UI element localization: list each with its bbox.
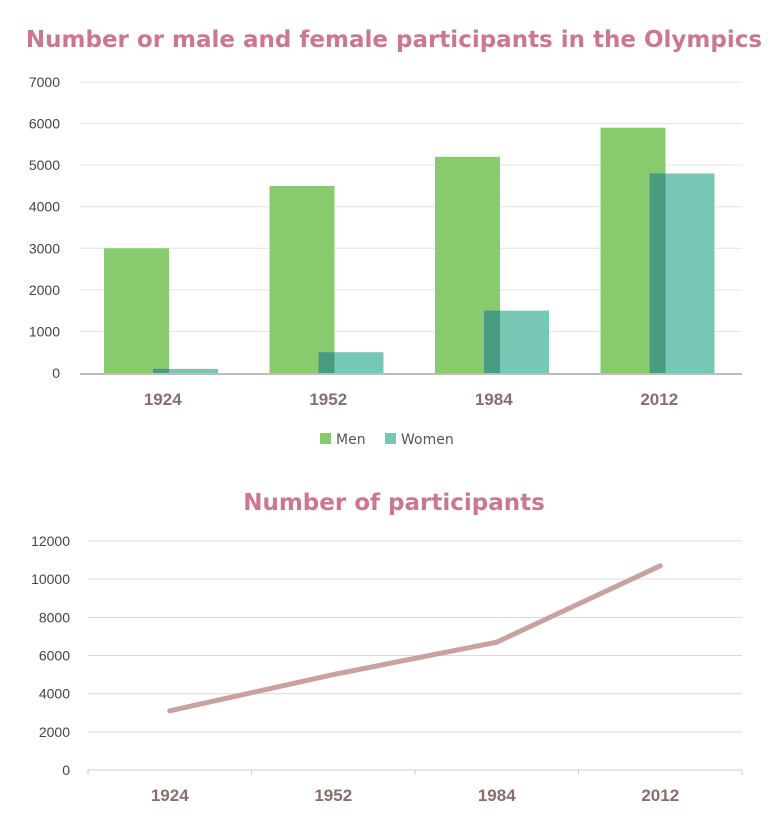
x-tick-label: 2012: [640, 390, 678, 409]
legend-label-women: Women: [401, 432, 454, 448]
legend-swatch-men: [320, 433, 331, 444]
y-tick-label: 12000: [31, 533, 70, 549]
y-tick-label: 2000: [29, 282, 60, 298]
x-tick-label: 2012: [641, 786, 679, 805]
bar-overlap: [649, 173, 666, 373]
y-tick-label: 8000: [39, 609, 70, 625]
y-tick-label: 4000: [29, 199, 60, 215]
y-tick-label: 2000: [39, 724, 70, 740]
bar-overlap: [318, 352, 335, 373]
bar-chart-x-axis: 1924 1952 1984 2012: [144, 390, 678, 409]
line-chart: Number of participants 0 2000 4000 6000 8000…: [31, 490, 743, 805]
bar-chart-title: Number or male and female participants i…: [26, 27, 762, 53]
bar-chart-y-axis: 0 1000 2000 3000 4000 5000 6000 7000: [29, 74, 60, 381]
line-chart-title: Number of participants: [243, 490, 545, 516]
legend-label-men: Men: [336, 432, 366, 448]
bar-chart: Number or male and female participants i…: [26, 27, 762, 448]
y-tick-label: 4000: [39, 686, 70, 702]
x-tick-label: 1952: [309, 390, 347, 409]
y-tick-label: 6000: [29, 116, 60, 132]
x-tick-label: 1984: [475, 390, 513, 409]
y-tick-label: 7000: [29, 74, 60, 90]
line-chart-gridlines: [88, 540, 742, 733]
series-line-participants: [167, 563, 663, 714]
y-tick-label: 5000: [29, 157, 60, 173]
bar-chart-gridlines: [80, 81, 742, 332]
y-tick-label: 0: [62, 762, 70, 778]
line-chart-y-axis: 0 2000 4000 6000 8000 10000 12000: [31, 533, 70, 778]
bar-overlap: [484, 310, 500, 373]
y-tick-label: 1000: [29, 323, 60, 339]
x-tick-label: 1924: [151, 786, 189, 805]
bar-chart-bars: [104, 127, 715, 373]
bar-overlap: [153, 368, 169, 373]
bar-men: [104, 248, 169, 373]
bar-men: [269, 185, 335, 373]
y-tick-label: 0: [52, 365, 60, 381]
line-chart-series: [167, 563, 663, 714]
y-tick-label: 3000: [29, 240, 60, 256]
bar-chart-legend: Men Women: [320, 432, 454, 448]
line-chart-x-axis: 1924 1952 1984 2012: [87, 770, 743, 805]
x-tick-label: 1984: [478, 786, 516, 805]
bar-women: [318, 352, 384, 373]
y-tick-label: 10000: [31, 571, 70, 587]
x-tick-label: 1952: [314, 786, 352, 805]
x-tick-label: 1924: [144, 390, 182, 409]
legend-swatch-women: [385, 433, 396, 444]
bar-women: [153, 368, 218, 373]
y-tick-label: 6000: [39, 648, 70, 664]
